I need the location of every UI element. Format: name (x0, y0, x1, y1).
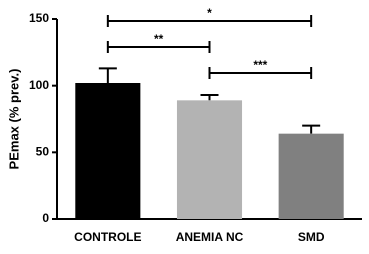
y-tick-label: 0 (42, 211, 49, 225)
y-tick-label: 50 (36, 145, 50, 159)
x-tick-label: ANEMIA NC (176, 230, 244, 244)
y-axis-label: PEmax (% prev.) (6, 69, 21, 170)
y-tick-label: 100 (29, 78, 49, 92)
x-tick-label: SMD (298, 230, 325, 244)
significance-label: *** (253, 58, 267, 72)
x-tick-label: CONTROLE (74, 230, 141, 244)
bar (75, 83, 141, 219)
bar (176, 100, 243, 219)
significance-label: ** (154, 32, 164, 46)
y-tick-label: 150 (29, 11, 49, 25)
significance-label: * (207, 6, 212, 20)
bar (278, 133, 344, 219)
